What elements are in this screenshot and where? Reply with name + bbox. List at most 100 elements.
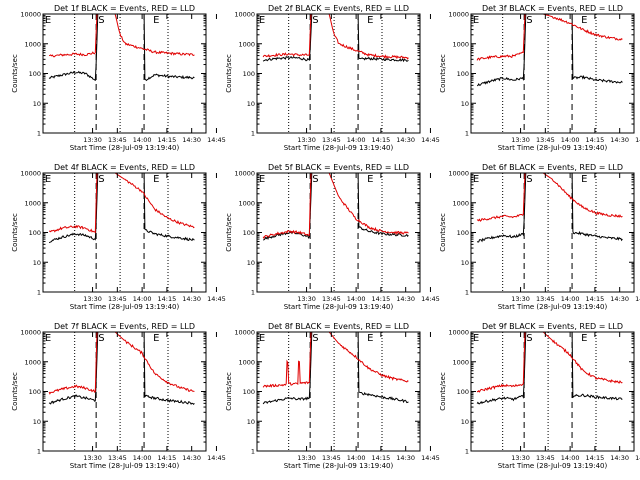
y-tick-label: 10000 (448, 11, 469, 19)
y-axis-label: Counts/sec (225, 54, 233, 93)
saa-marker-s: S (98, 174, 104, 185)
y-tick-label: 100 (243, 229, 255, 237)
x-tick-label: 14:15 (158, 295, 177, 303)
x-tick-label: 13:45 (322, 454, 341, 462)
saa-marker-e: E (259, 174, 265, 185)
saa-marker-e: E (153, 333, 159, 344)
x-tick-label: 13:45 (322, 136, 341, 144)
saa-marker-s: S (98, 333, 104, 344)
x-tick-label: 14:15 (586, 454, 605, 462)
saa-marker-e: E (473, 174, 479, 185)
y-tick-label: 1 (251, 448, 255, 456)
x-tick-label: 13:45 (322, 295, 341, 303)
series-lld-line (476, 14, 623, 61)
x-tick-label: 14:45 (421, 454, 440, 462)
saa-marker-e: E (367, 333, 373, 344)
y-tick-label: 1 (465, 289, 469, 297)
x-tick-label: 14:30 (610, 454, 629, 462)
x-tick-label: 14:00 (561, 136, 580, 144)
y-axis-label: Counts/sec (11, 54, 19, 93)
series-events-line (48, 332, 195, 406)
x-tick-label: 14:30 (396, 136, 415, 144)
panel-title: Det 5f BLACK = Events, RED = LLD (268, 163, 409, 172)
x-tick-label: 13:45 (536, 295, 555, 303)
x-tick-label: 13:45 (108, 454, 127, 462)
x-tick-label: 13:30 (297, 295, 316, 303)
plot-frame (470, 13, 635, 134)
x-axis-label: Start Time (28-Jul-09 13:19:40) (498, 303, 608, 311)
x-tick-label: 14:30 (610, 136, 629, 144)
plot-frame (256, 331, 421, 452)
x-tick-label: 14:30 (396, 295, 415, 303)
saa-marker-e: E (367, 15, 373, 26)
saa-marker-e: E (581, 174, 587, 185)
y-tick-label: 1000 (24, 40, 41, 48)
y-tick-label: 1000 (452, 358, 469, 366)
y-tick-label: 10000 (448, 329, 469, 337)
y-tick-label: 100 (29, 70, 41, 78)
saa-marker-e: E (581, 15, 587, 26)
series-lld-line (262, 173, 409, 240)
y-tick-label: 1 (251, 289, 255, 297)
y-tick-label: 10000 (234, 11, 255, 19)
x-tick-label: 13:30 (297, 136, 316, 144)
y-tick-label: 1 (251, 130, 255, 138)
x-tick-label: 13:30 (511, 454, 530, 462)
y-tick-label: 100 (457, 70, 469, 78)
x-tick-label: 13:30 (297, 454, 316, 462)
x-tick-label: 13:45 (108, 295, 127, 303)
x-tick-label: 13:45 (108, 136, 127, 144)
y-tick-label: 1 (465, 130, 469, 138)
series-lld-line (48, 332, 195, 395)
x-tick-label: 13:30 (511, 295, 530, 303)
saa-marker-s: S (312, 333, 318, 344)
x-tick-label: 14:00 (561, 295, 580, 303)
saa-marker-e: E (45, 15, 51, 26)
saa-marker-e: E (45, 333, 51, 344)
x-axis-label: Start Time (28-Jul-09 13:19:40) (498, 144, 608, 152)
x-tick-label: 13:45 (536, 454, 555, 462)
x-tick-label: 14:15 (372, 136, 391, 144)
series-events-line (262, 173, 409, 241)
saa-marker-e: E (259, 333, 265, 344)
x-tick-label: 14:30 (182, 136, 201, 144)
y-tick-label: 10 (461, 418, 469, 426)
saa-marker-s: S (526, 333, 532, 344)
y-axis-label: Counts/sec (225, 372, 233, 411)
y-tick-label: 1000 (238, 40, 255, 48)
y-tick-label: 10 (33, 100, 41, 108)
x-tick-label: 14:00 (133, 295, 152, 303)
plot-frame (470, 172, 635, 293)
y-axis-label: Counts/sec (225, 213, 233, 252)
series-events-line (476, 14, 623, 87)
y-tick-label: 100 (243, 388, 255, 396)
y-tick-label: 100 (457, 229, 469, 237)
x-tick-label: 14:15 (586, 136, 605, 144)
plot-frame (42, 172, 207, 293)
saa-marker-e: E (153, 174, 159, 185)
x-tick-label: 13:30 (83, 454, 102, 462)
y-tick-label: 10 (247, 259, 255, 267)
y-tick-label: 10000 (234, 170, 255, 178)
plot-frame (470, 331, 635, 452)
x-axis-label: Start Time (28-Jul-09 13:19:40) (70, 144, 180, 152)
y-tick-label: 10000 (448, 170, 469, 178)
x-tick-label: 14:30 (396, 454, 415, 462)
x-tick-label: 14:45 (635, 136, 640, 144)
x-tick-label: 14:00 (347, 136, 366, 144)
saa-marker-e: E (153, 15, 159, 26)
y-tick-label: 100 (243, 70, 255, 78)
y-tick-label: 10 (461, 100, 469, 108)
x-tick-label: 14:45 (207, 136, 226, 144)
saa-marker-e: E (581, 333, 587, 344)
series-lld-line (262, 332, 409, 388)
x-tick-label: 14:45 (207, 295, 226, 303)
x-axis-label: Start Time (28-Jul-09 13:19:40) (70, 462, 180, 470)
x-axis-label: Start Time (28-Jul-09 13:19:40) (284, 144, 394, 152)
x-axis-label: Start Time (28-Jul-09 13:19:40) (284, 462, 394, 470)
